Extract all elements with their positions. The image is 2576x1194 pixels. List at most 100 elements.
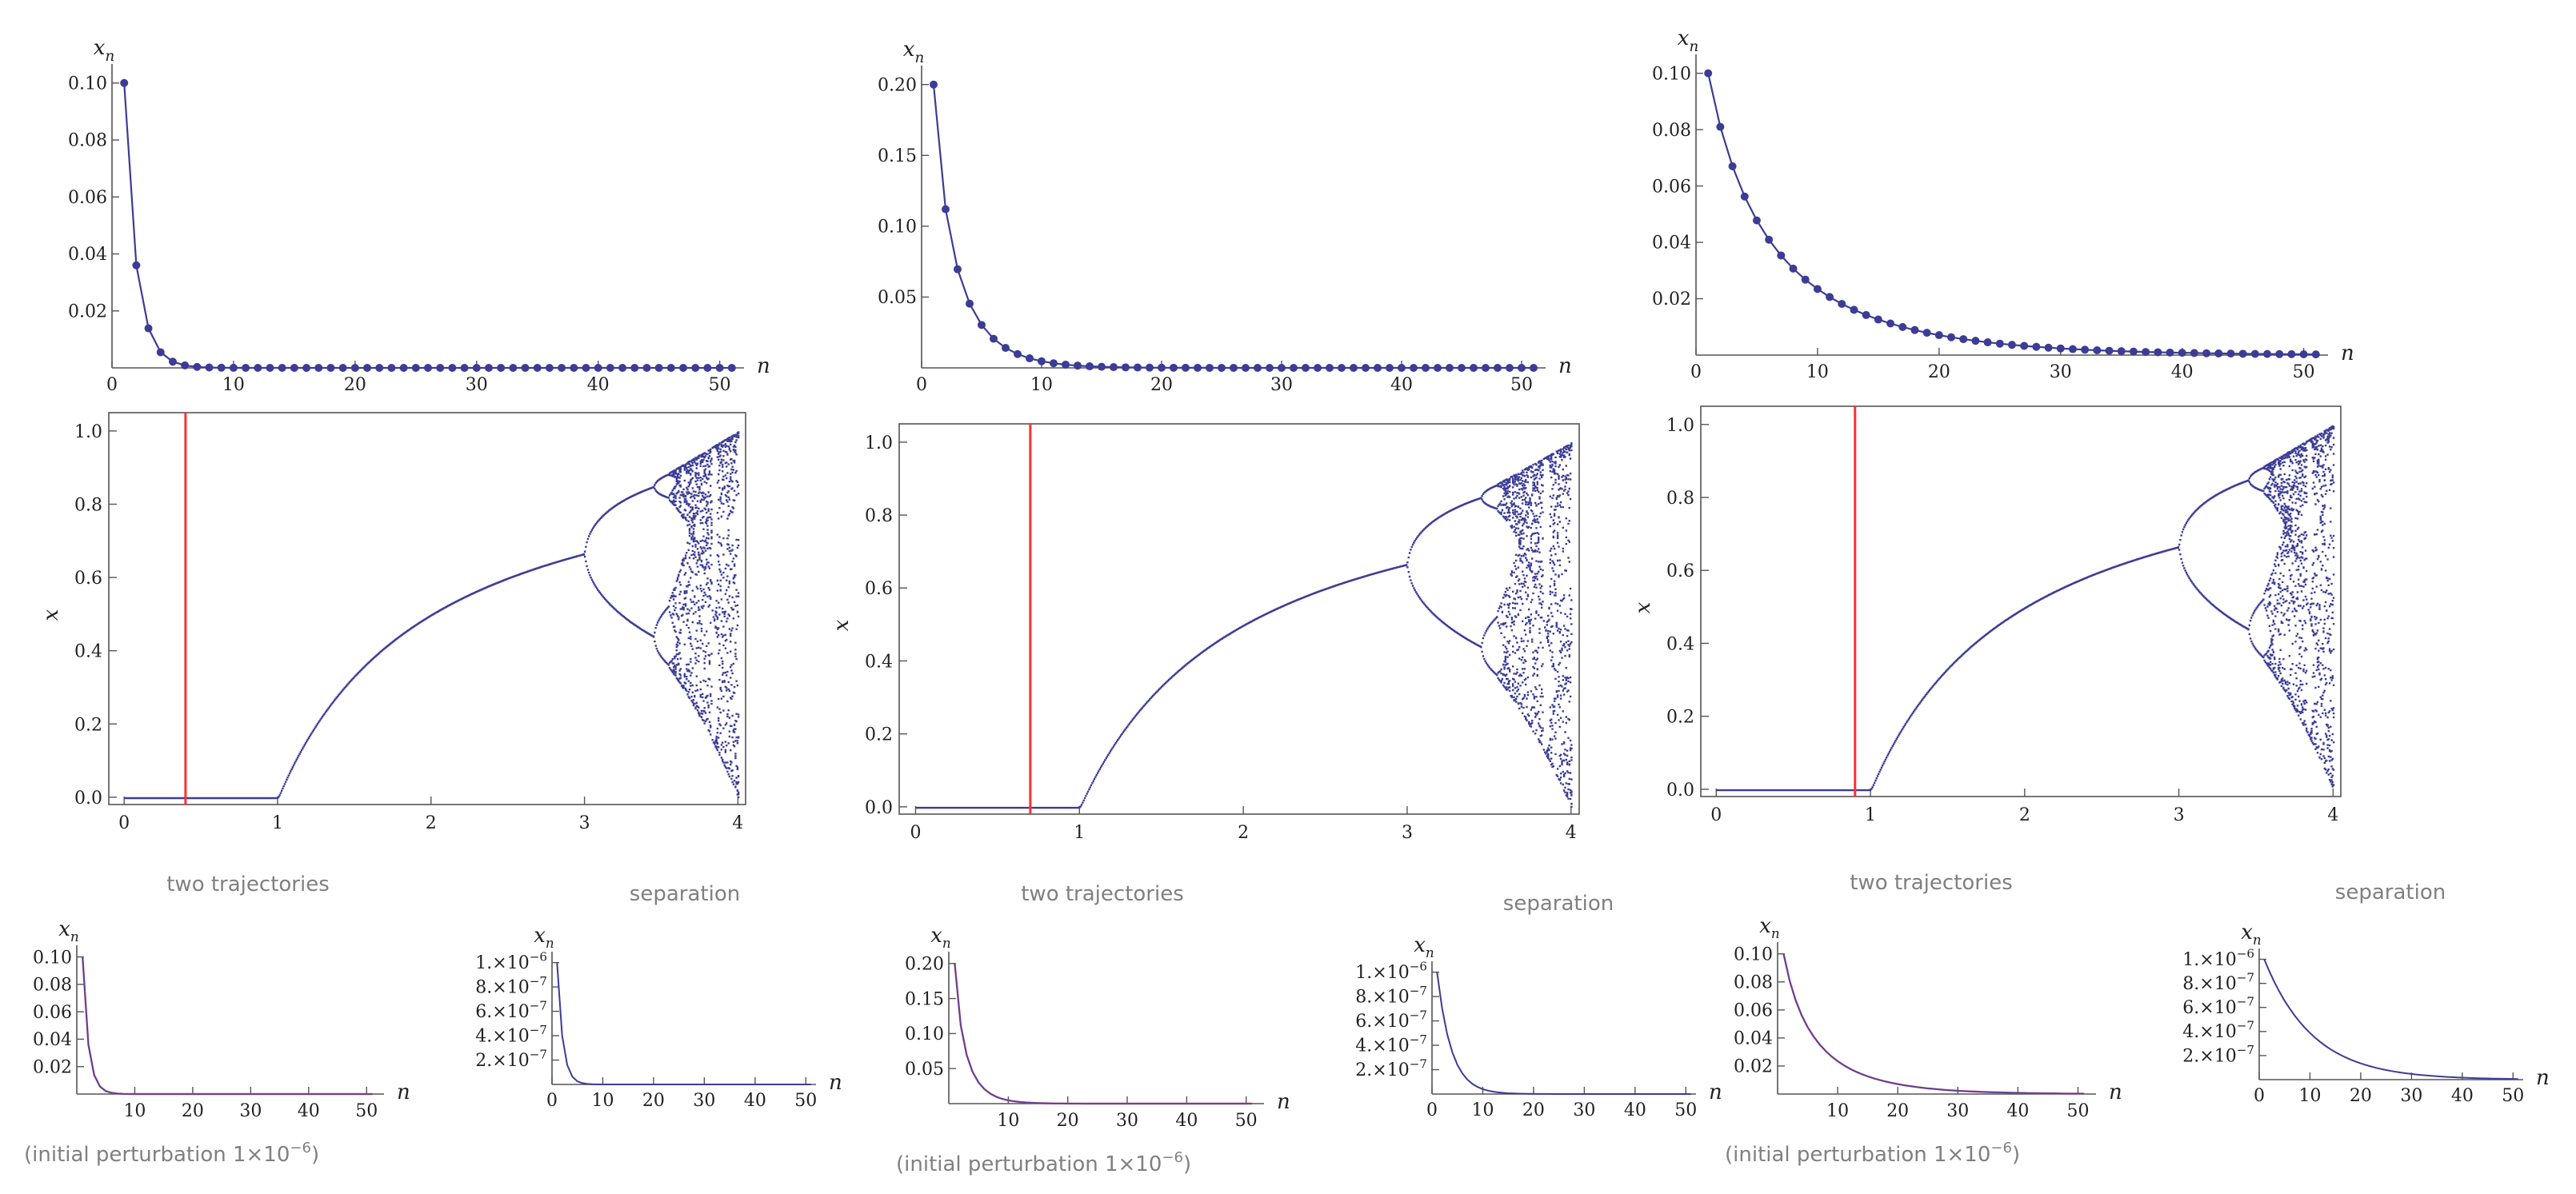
y-tick-label: 8.×10−7 xyxy=(475,974,547,997)
data-point xyxy=(472,364,481,372)
y-tick-exponent: −7 xyxy=(530,1023,547,1037)
data-point xyxy=(1038,357,1046,365)
data-point xyxy=(942,205,950,214)
data-point xyxy=(521,364,530,372)
y-axis-label-subscript: n xyxy=(546,935,554,951)
y-tick-label: 0.10 xyxy=(33,948,72,968)
perturbation-note: (initial perturbation 1×10−6) xyxy=(896,1149,1191,1176)
x-tick-label: 10 xyxy=(123,1101,146,1121)
data-point xyxy=(2117,347,2126,356)
bifurcation-2-plot: 0 1 2 3 4 0.0 0.2 0.4 0.6 0.8 1.0 x xyxy=(830,423,1580,843)
panel-title: separation xyxy=(1503,892,1614,916)
y-tick-label: 0.02 xyxy=(33,1057,72,1077)
data-point xyxy=(1494,364,1502,372)
data-point xyxy=(338,363,347,372)
y-tick-label: 0.04 xyxy=(68,245,107,265)
data-point xyxy=(1434,363,1442,372)
y-tick-label: 4.×10−7 xyxy=(1355,1032,1427,1056)
x-tick-label: 20 xyxy=(1886,1101,1909,1121)
data-point xyxy=(1230,363,1238,372)
x-axis-label: n xyxy=(1709,1080,1722,1104)
y-tick-exponent: −7 xyxy=(1410,984,1427,998)
data-point xyxy=(1074,361,1082,370)
data-point xyxy=(2238,349,2247,358)
y-tick-label: 0.04 xyxy=(33,1030,72,1050)
y-tick-label: 0.20 xyxy=(878,75,917,95)
y-axis-label: xn xyxy=(2241,920,2261,948)
data-point xyxy=(387,364,396,372)
y-axis-label-subscript: n xyxy=(1426,944,1434,960)
y-tick-label: 0.08 xyxy=(68,131,107,151)
data-point xyxy=(411,364,420,372)
x-tick-label: 10 xyxy=(997,1111,1019,1131)
y-axis-label: xn xyxy=(903,38,924,66)
perturbed-trajectory-line xyxy=(1782,953,2085,1095)
data-point xyxy=(1826,293,1834,301)
y-tick-label: 0.2 xyxy=(865,725,893,745)
y-tick-label: 0.6 xyxy=(1666,561,1694,581)
data-point xyxy=(1971,337,1980,345)
y-axis-label-base: x xyxy=(2241,920,2253,944)
data-point xyxy=(424,364,432,372)
x-tick-label: 50 xyxy=(794,1091,817,1111)
data-point xyxy=(2250,349,2259,358)
data-point xyxy=(1765,235,1774,244)
x-tick-label: 20 xyxy=(1928,362,1950,382)
y-tick-label: 0.8 xyxy=(865,506,893,526)
y-tick-label: 0.02 xyxy=(68,301,107,321)
x-tick-label: 50 xyxy=(355,1101,378,1121)
y-tick-exponent: −7 xyxy=(2237,1043,2254,1057)
x-tick-label: 3 xyxy=(1402,823,1413,843)
data-point xyxy=(1813,285,1822,294)
y-axis-label: x xyxy=(39,609,63,621)
y-tick-mantissa: 2.×10 xyxy=(475,1051,529,1071)
data-point xyxy=(156,348,165,357)
x-tick-label: 3 xyxy=(2174,805,2185,825)
data-point xyxy=(1134,363,1142,372)
data-point xyxy=(2129,347,2138,356)
data-point xyxy=(2105,346,2114,355)
perturbation-note-text: (initial perturbation 1×10 xyxy=(896,1152,1162,1176)
data-point xyxy=(1947,333,1956,341)
x-tick-label: 0 xyxy=(106,375,118,395)
y-tick-label: 0.06 xyxy=(1734,1001,1773,1021)
data-point xyxy=(1398,363,1406,372)
data-point xyxy=(1482,364,1490,372)
y-tick-exponent: −7 xyxy=(530,998,547,1012)
x-tick-label: 20 xyxy=(642,1091,665,1111)
y-axis-label: xn xyxy=(1414,933,1434,960)
data-point xyxy=(1910,325,1919,334)
y-tick-label: 1.0 xyxy=(74,422,102,442)
data-point xyxy=(363,364,372,372)
data-point xyxy=(1146,363,1154,372)
data-point xyxy=(1218,363,1226,372)
x-tick-label: 40 xyxy=(2006,1101,2029,1121)
y-tick-mantissa: 8.×10 xyxy=(2182,974,2236,994)
y-tick-label: 0.4 xyxy=(865,652,893,672)
y-axis-label-subscript: n xyxy=(2253,932,2262,948)
x-tick-label: 0 xyxy=(1710,805,1722,825)
data-point xyxy=(2032,342,2041,351)
data-point xyxy=(1302,363,1310,372)
perturbation-note-close: ) xyxy=(2012,1143,2020,1167)
x-tick-label: 0 xyxy=(1426,1100,1438,1120)
y-axis-label: xn xyxy=(58,917,78,944)
separation-line xyxy=(1436,972,1691,1095)
data-point xyxy=(703,364,712,372)
y-tick-label: 0.08 xyxy=(1652,121,1691,141)
data-point xyxy=(1254,363,1262,372)
data-point xyxy=(1266,363,1274,372)
perturbation-note: (initial perturbation 1×10−6) xyxy=(1725,1140,2020,1167)
y-tick-label: 0.8 xyxy=(74,495,102,515)
data-point xyxy=(2068,345,2077,353)
x-tick-label: 0 xyxy=(118,813,130,833)
plot-frame xyxy=(1700,405,2342,797)
separation-3-plot: 0 10 20 30 40 502.×10−74.×10−76.×10−78.×10−71… xyxy=(2182,881,2549,1106)
data-point xyxy=(2142,348,2150,357)
x-tick-label: 40 xyxy=(2171,362,2194,382)
x-tick-label: 30 xyxy=(1270,375,1293,395)
y-tick-label: 2.×10−7 xyxy=(475,1047,547,1070)
x-tick-label: 10 xyxy=(1806,362,1829,382)
x-tick-label: 1 xyxy=(1865,805,1876,825)
